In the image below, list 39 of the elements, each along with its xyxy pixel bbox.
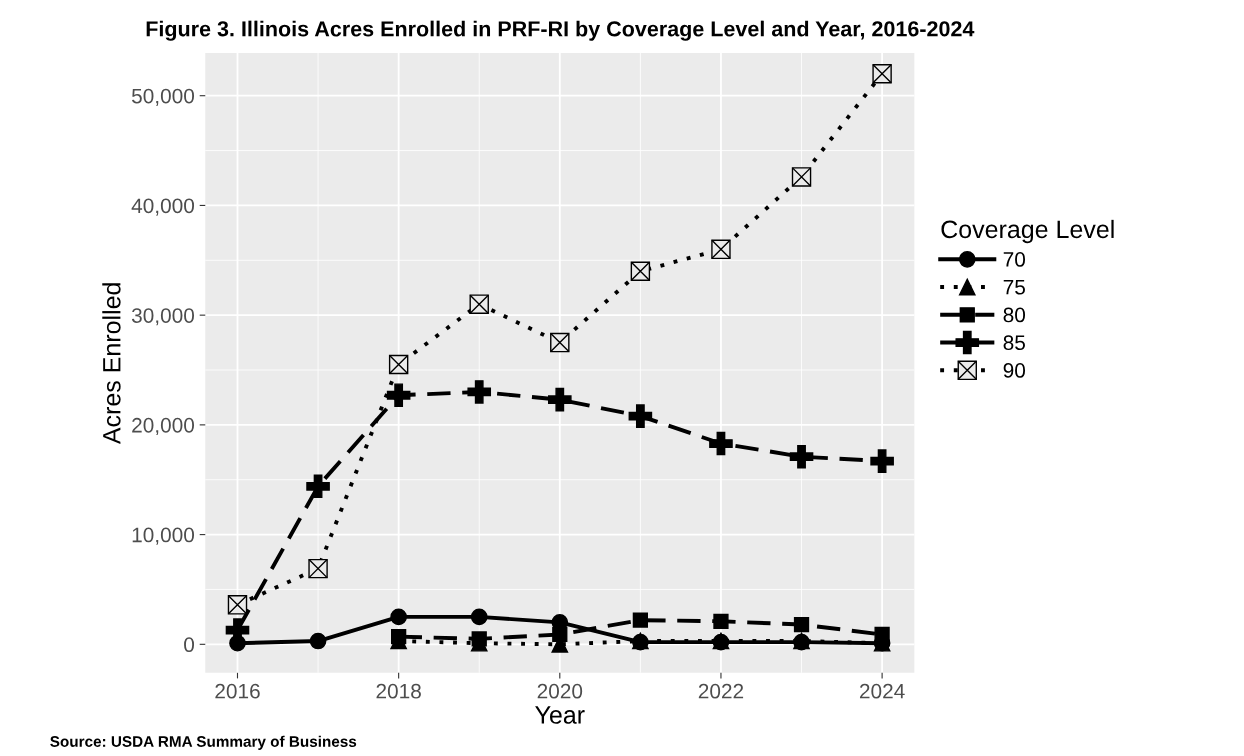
- source-note: Source: USDA RMA Summary of Business: [50, 735, 357, 750]
- legend-label: 85: [1003, 335, 1025, 351]
- point: [391, 628, 407, 645]
- point: [547, 387, 572, 412]
- point: [309, 632, 327, 650]
- legend-label: 70: [1003, 252, 1026, 267]
- point: [467, 380, 492, 404]
- point: [870, 449, 894, 473]
- point: [552, 626, 568, 643]
- y-tick-label: 10,000: [132, 527, 195, 545]
- y-tick-label: 50,000: [131, 88, 195, 106]
- chart-title: Figure 3. Illinois Acres Enrolled in PRF-RI by Coverage Level and Year, 2016-2024: [146, 20, 975, 41]
- point: [874, 626, 890, 643]
- x-axis-title: Year: [535, 706, 585, 724]
- point: [386, 383, 411, 408]
- legend-title: Coverage Level: [941, 219, 1114, 244]
- x-tick-label: 2024: [859, 683, 905, 699]
- legend-label: 80: [1003, 307, 1026, 323]
- x-tick-label: 2020: [537, 683, 583, 699]
- x-tick-label: 2022: [698, 683, 744, 699]
- point: [793, 616, 810, 633]
- point: [390, 608, 407, 626]
- point: [470, 608, 488, 626]
- y-tick-label: 20,000: [132, 417, 195, 436]
- y-tick-label: 30,000: [131, 308, 195, 326]
- point: [709, 431, 733, 456]
- point: [471, 631, 487, 647]
- y-tick-label: 40,000: [131, 198, 195, 216]
- legend-label: 90: [1003, 363, 1026, 378]
- point: [628, 404, 653, 428]
- point: [789, 444, 814, 469]
- point: [306, 474, 330, 499]
- x-tick-label: 2016: [215, 683, 260, 699]
- x-tick-label: 2018: [376, 683, 421, 699]
- legend-label: 75: [1003, 280, 1025, 295]
- point: [632, 612, 649, 628]
- point: [713, 613, 729, 629]
- y-axis-title: Acres Enrolled: [102, 283, 121, 445]
- y-tick-label: 0: [184, 637, 195, 653]
